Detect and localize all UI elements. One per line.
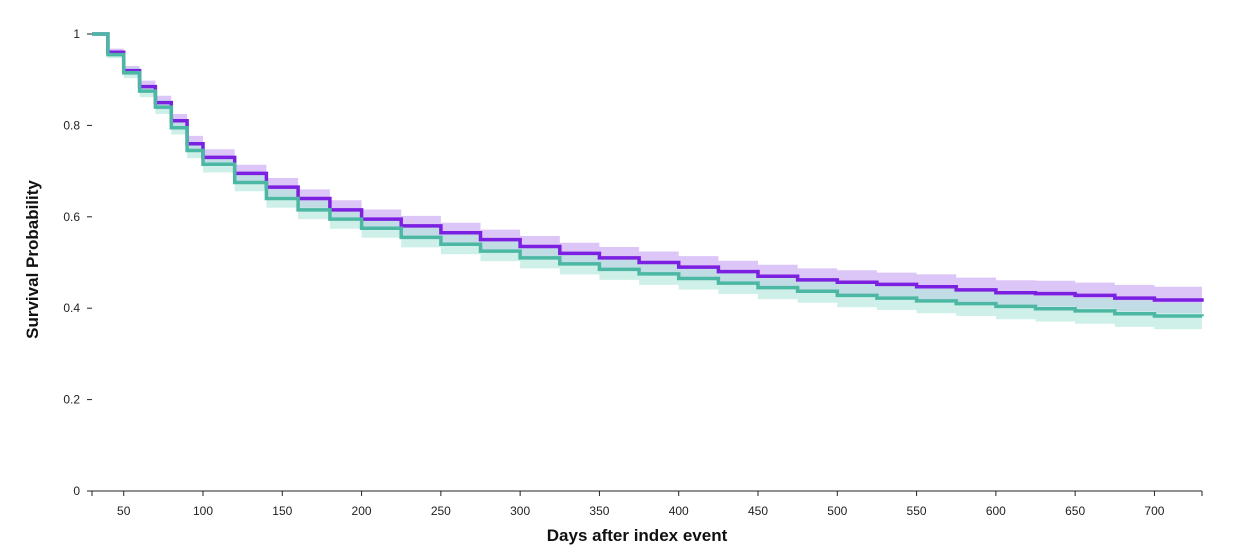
confidence-bands (92, 34, 1202, 331)
x-tick-label: 700 (1144, 504, 1164, 518)
y-tick-label: 0.2 (63, 393, 80, 407)
x-tick-label: 550 (907, 504, 927, 518)
x-tick-label: 400 (669, 504, 689, 518)
x-axis-ticks: 50 100 150 200 250 300 350 400 450 500 550 600 650 70… (91, 491, 1203, 518)
x-tick-label: 650 (1065, 504, 1085, 518)
x-axis-title: Days after index event (547, 526, 728, 545)
y-tick-label: 0 (73, 484, 80, 498)
survival-curves (92, 32, 1204, 318)
x-tick-label: 250 (431, 504, 451, 518)
survival-curve-2 (92, 32, 1204, 318)
y-axis-ticks: 0 0.2 0.4 0.6 0.8 1 (63, 27, 92, 498)
y-tick-label: 0.8 (63, 118, 80, 132)
y-axis-title: Survival Probability (23, 180, 42, 339)
x-tick-label: 150 (272, 504, 292, 518)
confidence-band-2 (92, 34, 1202, 331)
y-tick-label: 1 (73, 27, 80, 41)
x-tick-label: 450 (748, 504, 768, 518)
x-tick-label: 600 (986, 504, 1006, 518)
confidence-band-1 (92, 34, 1202, 316)
x-tick-label: 350 (589, 504, 609, 518)
x-tick-label: 500 (827, 504, 847, 518)
x-tick-label: 50 (117, 504, 131, 518)
x-tick-label: 300 (510, 504, 530, 518)
x-tick-label: 200 (352, 504, 372, 518)
y-tick-label: 0.4 (63, 301, 80, 315)
survival-curve-1 (92, 32, 1204, 302)
y-tick-label: 0.6 (63, 210, 80, 224)
x-tick-label: 100 (193, 504, 213, 518)
